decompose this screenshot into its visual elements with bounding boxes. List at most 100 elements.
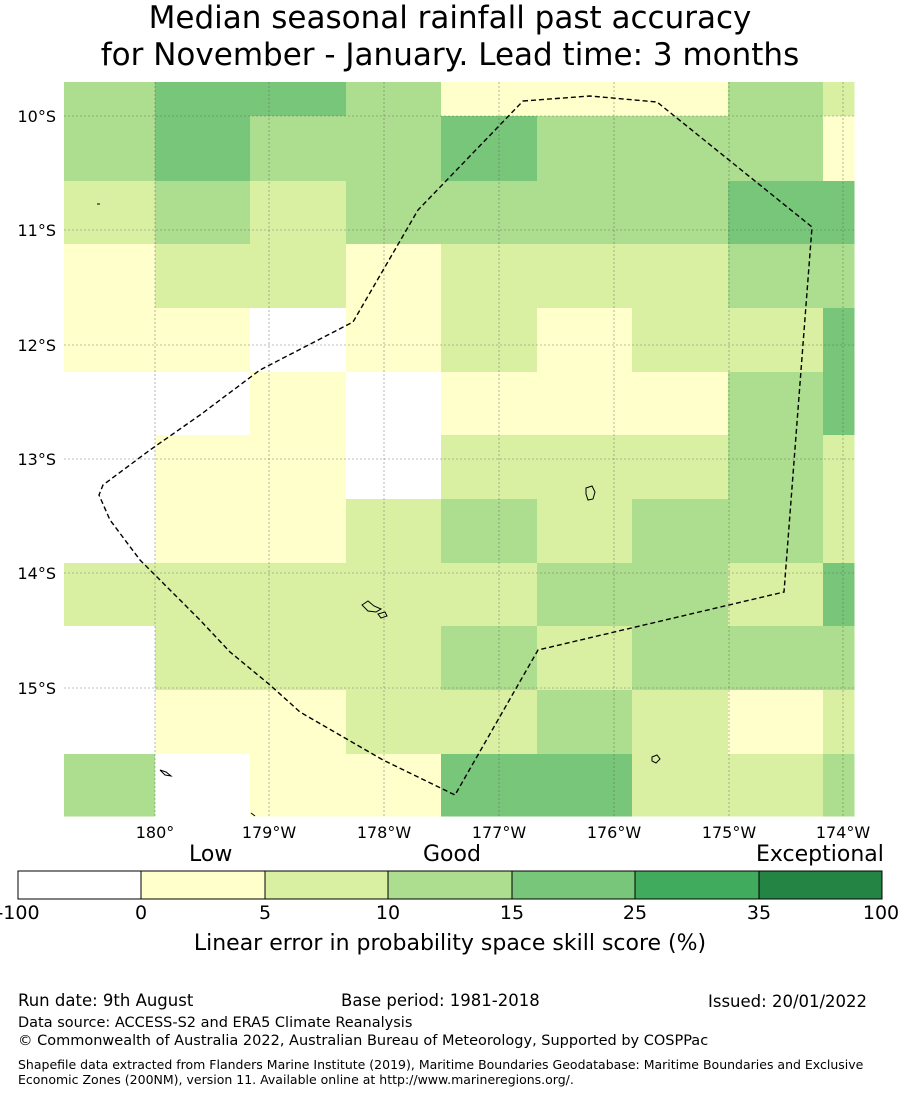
- grid-cell: [441, 563, 538, 627]
- grid-cell: [250, 116, 347, 182]
- grid-cell: [250, 181, 347, 245]
- latitude-label: 12°S: [17, 336, 56, 355]
- grid-cell: [632, 754, 729, 817]
- grid-cell: [632, 244, 729, 309]
- latitude-label: 14°S: [17, 564, 56, 583]
- grid-cell: [728, 754, 824, 817]
- grid-cell: [64, 435, 156, 500]
- grid-cell: [537, 499, 633, 564]
- grid-cell: [64, 116, 156, 182]
- grid-cell: [728, 435, 824, 500]
- grid-cell: [155, 690, 251, 755]
- grid-cell: [728, 690, 824, 755]
- grid-cell: [64, 82, 156, 117]
- grid-cell: [441, 499, 538, 564]
- copyright-notice: © Commonwealth of Australia 2022, Austra…: [18, 1033, 709, 1049]
- colorbar-tick: 100: [862, 902, 900, 924]
- latitude-label: 10°S: [17, 107, 56, 126]
- grid-cell: [823, 563, 855, 627]
- grid-cell: [823, 308, 855, 373]
- grid-cell: [537, 244, 633, 309]
- grid-cell: [64, 690, 156, 755]
- longitude-label: 176°W: [587, 823, 642, 842]
- island-shape: [361, 600, 383, 613]
- map-title-line2: for November - January. Lead time: 3 mon…: [100, 37, 800, 73]
- grid-cell: [728, 181, 824, 245]
- colorbar-segment: [140, 870, 266, 900]
- eez-boundary: [98, 95, 813, 796]
- grid-cell: [64, 372, 156, 436]
- grid-cell: [537, 626, 633, 691]
- grid-cell: [441, 372, 538, 436]
- longitude-label: 174°W: [816, 823, 871, 842]
- latitude-labels: 10°S 11°S 12°S 13°S 14°S 15°S: [17, 107, 56, 698]
- grid-cell: [632, 435, 729, 500]
- grid-cell: [823, 499, 855, 564]
- colorbar-tick: 15: [499, 902, 525, 924]
- colorbar-tick: 25: [622, 902, 648, 924]
- grid-cell: [537, 435, 633, 500]
- grid-cell: [346, 372, 442, 436]
- colorbar-segment: [758, 870, 883, 900]
- grid-cell: [728, 82, 824, 117]
- issued-date: Issued: 20/01/2022: [708, 992, 868, 1011]
- grid-cell: [346, 116, 442, 182]
- grid-cell: [728, 499, 824, 564]
- grid-cell: [441, 82, 538, 117]
- longitude-label: 175°W: [702, 823, 757, 842]
- grid-cell: [441, 690, 538, 755]
- grid-cell: [346, 82, 442, 117]
- grid-cell: [537, 754, 633, 817]
- grid-cell: [155, 308, 251, 373]
- grid-cell: [155, 82, 251, 117]
- map-title-line1: Median seasonal rainfall past accuracy: [148, 0, 752, 36]
- grid-cell: [632, 499, 729, 564]
- longitude-labels: 180° 179°W 178°W 177°W 176°W 175°W 174°W: [136, 823, 871, 842]
- colorbar-segment: [264, 870, 389, 900]
- grid-cell: [64, 308, 156, 373]
- grid-cell: [250, 244, 347, 309]
- grid-cell: [632, 308, 729, 373]
- grid-cell: [346, 181, 442, 245]
- grid-cell: [632, 563, 729, 627]
- grid-cell: [823, 754, 855, 817]
- grid-cell: [728, 372, 824, 436]
- grid-cell: [728, 116, 824, 182]
- base-period: Base period: 1981-2018: [341, 991, 540, 1010]
- latitude-label: 15°S: [17, 679, 56, 698]
- colorbar-segment: [634, 870, 760, 900]
- latitude-label: 13°S: [17, 450, 56, 469]
- colorbar-low-label: Low: [189, 842, 233, 867]
- grid-cell: [64, 244, 156, 309]
- grid-cell: [537, 563, 633, 627]
- grid-cell: [537, 181, 633, 245]
- grid-cell: [441, 754, 538, 817]
- grid-cell: [632, 82, 729, 117]
- colorbar-tick: 5: [258, 902, 272, 924]
- grid-cell: [250, 499, 347, 564]
- grid-cell: [250, 372, 347, 436]
- grid-cell: [346, 435, 442, 500]
- grid-cell: [250, 563, 347, 627]
- grid-cell: [823, 626, 855, 691]
- grid-cell: [823, 435, 855, 500]
- colorbar-tick: 0: [134, 902, 148, 924]
- grid-cell: [64, 754, 156, 817]
- grid-cell: [250, 626, 347, 691]
- longitude-label: 178°W: [357, 823, 412, 842]
- grid-cell: [346, 690, 442, 755]
- grid-cell: [64, 181, 156, 245]
- colorbar-tick: 10: [375, 902, 401, 924]
- grid-cell: [441, 116, 538, 182]
- colorbar-segment: [387, 870, 513, 900]
- grid-cell: [155, 181, 251, 245]
- grid-cell: [250, 754, 347, 817]
- colorbar-segment: [17, 870, 142, 900]
- map-title: Median seasonal rainfall past accuracy f…: [0, 0, 900, 74]
- grid-cell: [728, 563, 824, 627]
- grid-cell: [155, 372, 251, 436]
- grid-cell: [155, 244, 251, 309]
- skill-map: 10°S11°S12°S13°S14°S15°S 180° 179°W 178°W 1…: [17, 82, 871, 842]
- grid-cell: [823, 690, 855, 755]
- colorbar-tick: 35: [746, 902, 772, 924]
